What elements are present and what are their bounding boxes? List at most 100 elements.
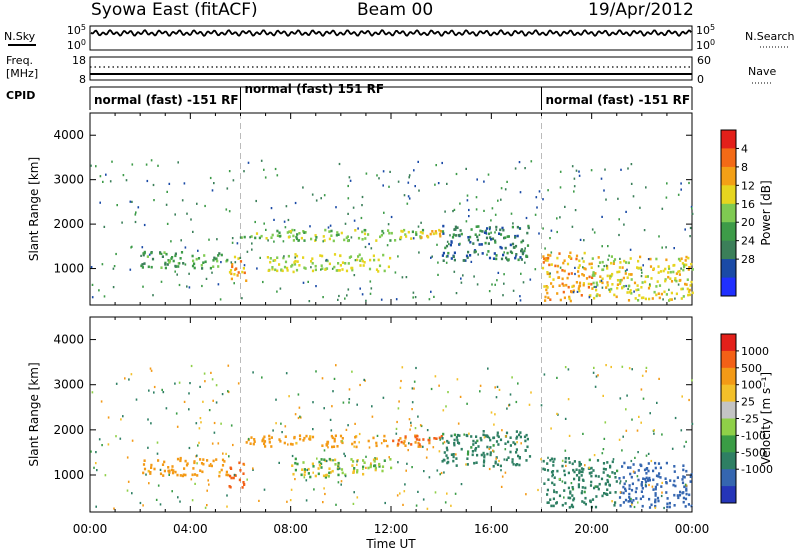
velocity-echo-cell <box>642 495 645 498</box>
velocity-echo-cell <box>179 474 182 477</box>
power-scatter-cell <box>460 277 462 280</box>
power-echo-cell <box>652 267 655 270</box>
velocity-scatter-cell <box>443 441 446 444</box>
velocity-echo-cell <box>453 442 456 445</box>
power-scatter-cell <box>190 218 192 221</box>
velocity-echo-cell <box>495 440 499 443</box>
velocity-echo-cell <box>262 437 265 441</box>
velocity-echo-cell <box>580 467 584 470</box>
velocity-scatter-cell <box>440 471 443 475</box>
velocity-scatter-cell <box>358 441 360 444</box>
power-scatter-cell <box>322 296 324 299</box>
power-scatter-cell <box>494 231 496 234</box>
power-echo-cell <box>670 291 673 295</box>
velocity-scatter-cell <box>122 415 124 418</box>
power-scatter-cell <box>475 250 477 253</box>
power-scatter-cell <box>145 163 148 166</box>
power-echo-cell <box>578 259 581 263</box>
power-echo-cell <box>281 269 284 273</box>
velocity-echo-cell <box>689 480 692 483</box>
power-echo-cell <box>562 284 565 287</box>
velocity-echo-cell <box>637 478 640 482</box>
power-scatter-cell <box>608 254 610 257</box>
power-scatter-cell <box>466 194 469 197</box>
velocity-scatter-cell <box>516 441 518 444</box>
power-echo-cell <box>629 257 632 260</box>
power-echo-cell <box>680 287 683 291</box>
power-echo-cell <box>456 226 459 229</box>
power-echo-cell <box>550 263 553 266</box>
velocity-scatter-cell <box>261 376 263 379</box>
velocity-scatter-cell <box>208 483 210 486</box>
velocity-scatter-cell <box>190 364 193 368</box>
velocity-scatter-cell <box>397 407 400 410</box>
power-echo-cell <box>483 231 487 234</box>
power-echo-cell <box>387 265 390 269</box>
power-scatter-cell <box>524 167 526 170</box>
power-echo-cell <box>250 235 253 238</box>
velocity-echo-cell <box>563 473 566 477</box>
power-echo-cell <box>644 297 647 301</box>
velocity-scatter-cell <box>329 418 332 421</box>
velocity-echo-cell <box>659 466 662 470</box>
nave-label: Nave <box>748 65 776 78</box>
velocity-scatter-cell <box>221 393 224 396</box>
power-echo-cell <box>441 230 445 233</box>
power-echo-cell <box>688 266 691 269</box>
velocity-scatter-cell <box>632 470 635 473</box>
power-echo-cell <box>611 272 614 276</box>
power-scatter-cell <box>665 196 668 199</box>
power-echo-cell <box>314 268 317 272</box>
velocity-scatter-cell <box>688 398 690 402</box>
velocity-echo-cell <box>673 504 676 507</box>
power-echo-cell <box>439 230 442 233</box>
power-scatter-cell <box>249 236 251 239</box>
velocity-scatter-cell <box>312 471 314 474</box>
velocity-scatter-cell <box>294 413 297 416</box>
velocity-echo-cell <box>648 506 652 509</box>
velocity-scatter-cell <box>124 377 126 380</box>
velocity-echo-cell <box>628 496 631 499</box>
velocity-echo-cell <box>596 459 600 462</box>
power-echo-cell <box>283 265 287 269</box>
velocity-echo-cell <box>241 486 244 489</box>
velocity-scatter-cell <box>165 407 168 410</box>
velocity-scatter-cell <box>285 372 288 375</box>
power-scatter-cell <box>263 222 265 225</box>
velocity-echo-cell <box>294 468 297 472</box>
sky-noise-label: N.Sky <box>4 30 36 43</box>
cpid-segment-label: normal (fast) -151 RF <box>546 93 691 107</box>
velocity-echo-cell <box>162 474 165 477</box>
power-scatter-cell <box>465 167 467 170</box>
velocity-echo-cell <box>672 483 675 487</box>
velocity-scatter-cell <box>396 420 398 424</box>
power-echo-cell <box>319 254 322 257</box>
power-scatter-cell <box>102 180 104 183</box>
velocity-scatter-cell <box>460 483 463 486</box>
velocity-echo-cell <box>455 457 458 460</box>
velocity-scatter-cell <box>148 482 150 485</box>
velocity-echo-cell <box>654 485 657 489</box>
power-echo-cell <box>682 268 685 272</box>
power-scatter-cell <box>178 283 181 287</box>
power-scatter-cell <box>564 205 566 208</box>
power-scatter-cell <box>490 231 492 234</box>
power-scatter-cell <box>251 248 253 251</box>
velocity-echo-cell <box>594 485 597 488</box>
velocity-echo-cell <box>417 445 420 448</box>
power-echo-cell <box>569 251 572 255</box>
velocity-echo-cell <box>645 476 648 480</box>
power-scatter-cell <box>213 182 215 185</box>
velocity-echo-cell <box>201 470 204 474</box>
power-echo-cell <box>163 251 166 254</box>
power-scatter-cell <box>583 239 585 242</box>
power-scatter-cell <box>166 190 168 193</box>
velocity-echo-cell <box>573 470 576 474</box>
velocity-echo-cell <box>595 495 598 498</box>
velocity-echo-cell <box>523 435 527 439</box>
power-echo-cell <box>559 298 562 302</box>
velocity-echo-cell <box>624 487 627 491</box>
freq-label-line2: [MHz] <box>6 67 38 80</box>
power-echo-cell <box>601 268 604 272</box>
power-colorbar-swatch <box>721 148 736 168</box>
